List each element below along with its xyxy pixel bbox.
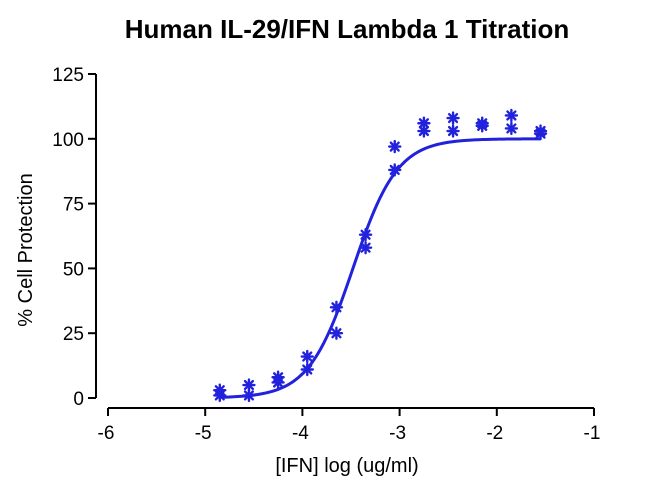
y-tick-label: 75 [63, 195, 84, 216]
x-tick-label: -5 [195, 423, 212, 444]
data-point [213, 388, 227, 403]
axes: 0 25 50 75 100 125 -6 -5 -4 -3 -2 -1 [52, 65, 600, 444]
x-tick-label: -2 [486, 423, 503, 444]
data-point [300, 362, 314, 377]
y-tick-label: 50 [63, 259, 84, 280]
y-tick-label: 100 [52, 130, 84, 151]
data-point [504, 108, 519, 123]
chart-title: Human IL-29/IFN Lambda 1 Titration [125, 14, 569, 44]
data-point [329, 300, 344, 314]
data-point [533, 126, 548, 141]
fit-curve-layer [219, 137, 541, 399]
data-point [417, 124, 431, 138]
data-point [388, 139, 402, 154]
y-tick-label: 25 [63, 324, 84, 345]
data-points [213, 108, 548, 403]
data-point [300, 349, 314, 364]
x-tick-label: -6 [98, 423, 115, 444]
data-point [358, 240, 373, 255]
x-tick-label: -1 [584, 423, 601, 444]
x-axis-label: [IFN] log (ug/ml) [275, 455, 418, 477]
data-point [242, 378, 256, 392]
data-point [446, 124, 460, 138]
y-tick-label: 0 [73, 389, 84, 410]
x-tick-label: -3 [389, 423, 406, 444]
data-point [504, 121, 519, 136]
data-point [271, 375, 285, 390]
data-point [329, 326, 344, 340]
x-tick-label: -4 [292, 423, 309, 444]
y-tick-label: 125 [52, 65, 84, 86]
data-point [446, 111, 460, 125]
data-point [242, 388, 256, 403]
fit-curve [219, 137, 541, 399]
y-axis-label: % Cell Protection [15, 173, 37, 326]
data-point [358, 227, 373, 242]
data-point [475, 119, 489, 133]
data-point [388, 163, 402, 177]
